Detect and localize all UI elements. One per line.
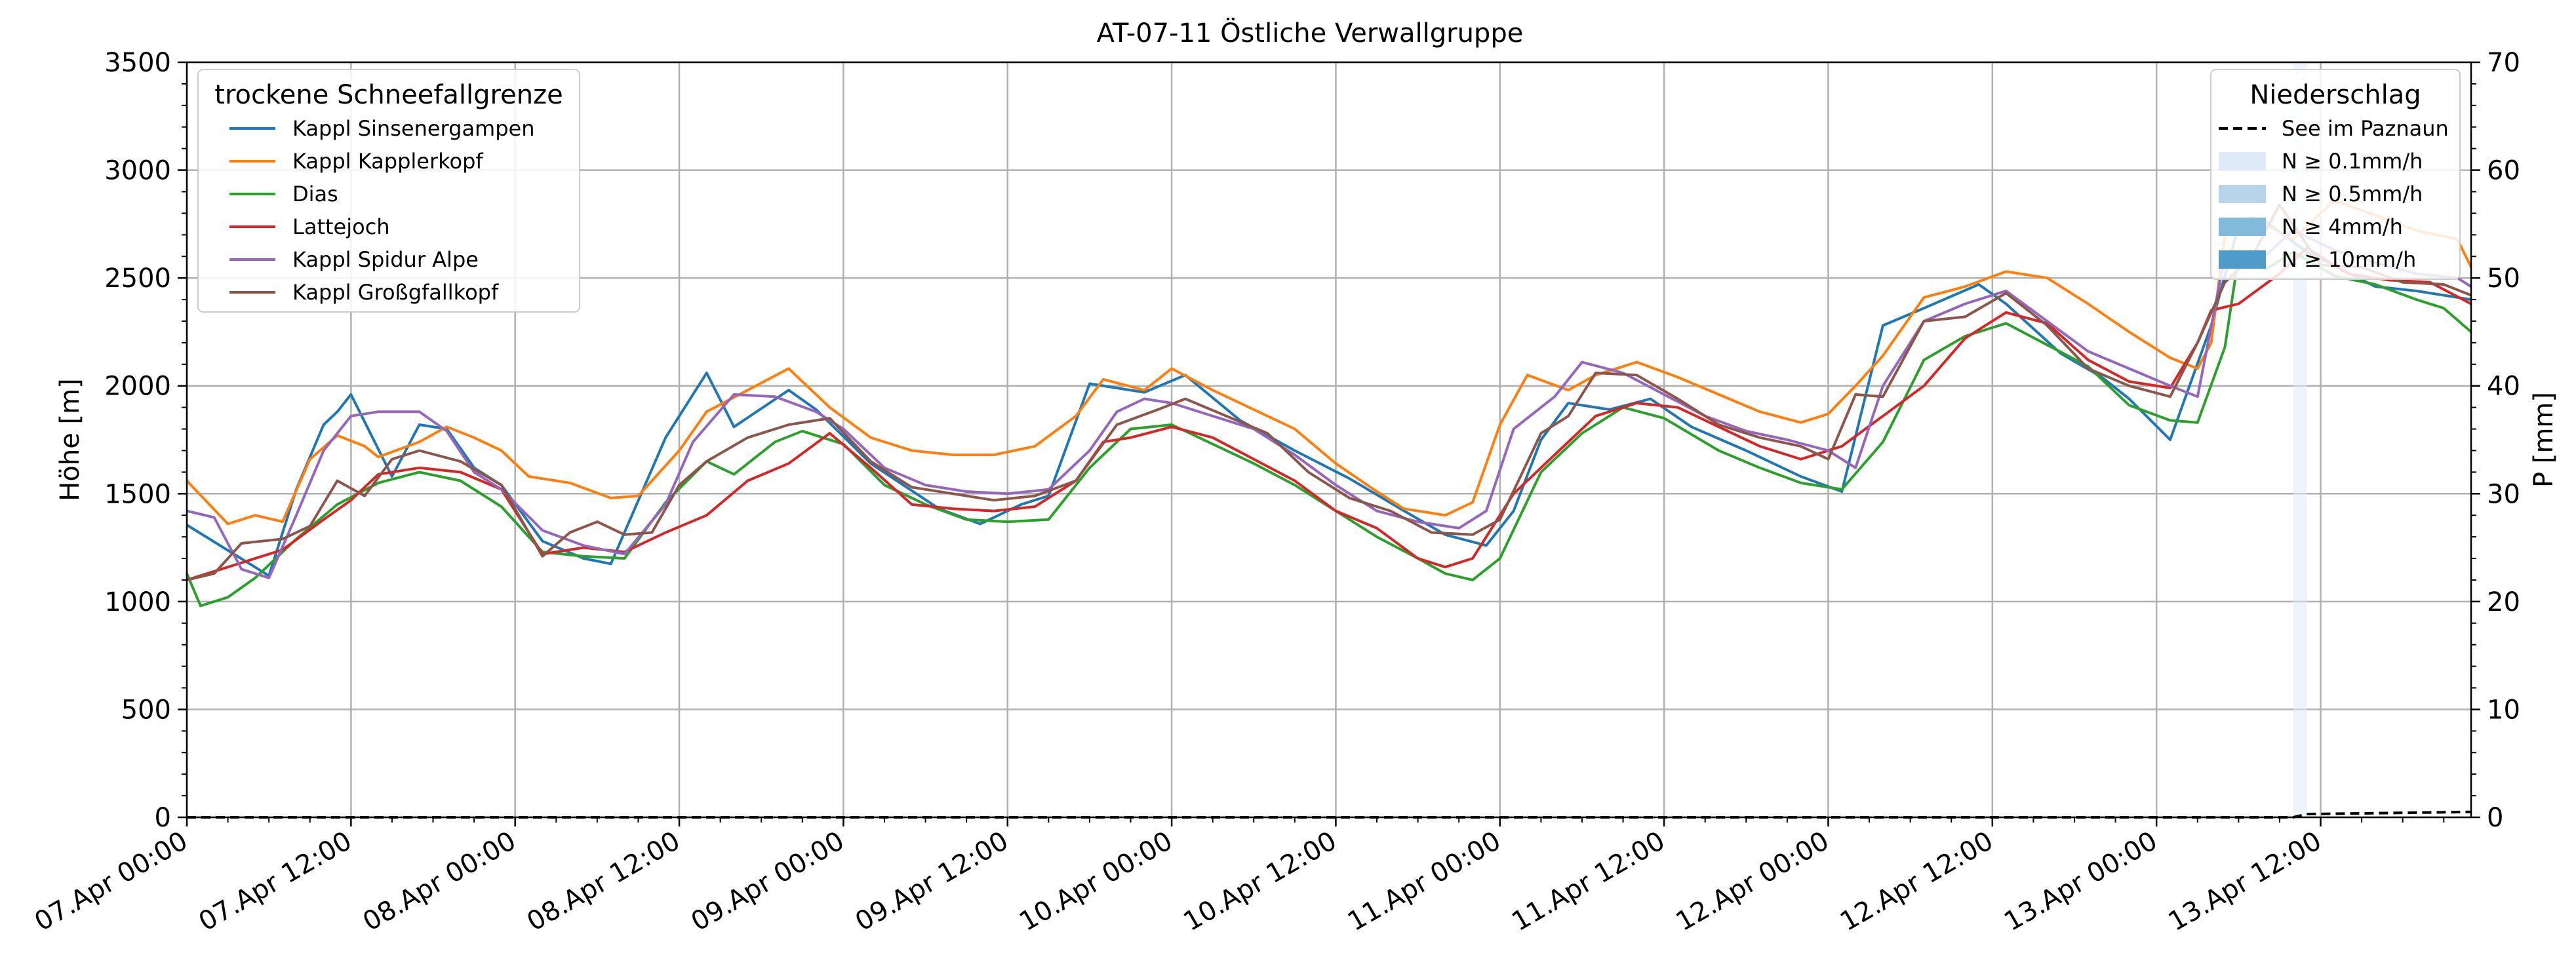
y-left-tick-label: 0 <box>155 803 171 833</box>
y-left-tick-label: 2000 <box>104 372 171 402</box>
legend-label: N ≥ 0.1mm/h <box>2282 149 2423 174</box>
legend-label: Kappl Spidur Alpe <box>292 247 479 272</box>
legend-label: Kappl Sinsenergampen <box>292 116 535 141</box>
y-axis-left-ticks: 0 500 1000 1500 2000 2500 3000 3500 <box>104 48 187 833</box>
y-left-tick-label: 2500 <box>104 263 171 294</box>
y-right-tick-label: 70 <box>2487 48 2520 78</box>
y-right-tick-label: 10 <box>2487 695 2520 725</box>
legend-left-entries: Kappl Sinsenergampen Kappl Kapplerkopf Dia… <box>229 116 535 305</box>
legend-right-frame <box>2210 69 2461 280</box>
chart-title: AT-07-11 Östliche Verwallgruppe <box>1097 17 1524 48</box>
y-right-tick-label: 30 <box>2487 479 2520 509</box>
y-right-tick-label: 0 <box>2487 803 2503 833</box>
y-right-tick-label: 50 <box>2487 263 2520 294</box>
legend-label: Kappl Großgfallkopf <box>292 280 499 305</box>
y-left-tick-label: 3500 <box>104 48 171 78</box>
series-line-kappl-spidur-alpe <box>186 229 2472 579</box>
y-left-tick-label: 500 <box>121 695 171 725</box>
legend-left-title: trockene Schneefallgrenze <box>214 80 563 110</box>
series-line-kappl-gro-gfallkopf <box>186 203 2472 581</box>
series-layer <box>186 199 2472 608</box>
legend-label: Dias <box>292 182 338 206</box>
legend-left: trockene Schneefallgrenze Kappl Sinsener… <box>197 69 580 313</box>
legend-swatch-precipitation-band <box>2219 152 2266 170</box>
y-right-tick-label: 60 <box>2487 156 2520 186</box>
legend-left-frame <box>197 69 580 313</box>
y-right-tick-label: 40 <box>2487 372 2520 402</box>
legend-label: Kappl Kapplerkopf <box>292 149 483 174</box>
legend-label: N ≥ 10mm/h <box>2282 247 2416 272</box>
legend-label: N ≥ 0.5mm/h <box>2282 182 2423 206</box>
legend-label: Lattejoch <box>292 214 390 239</box>
legend-label: See im Paznaun <box>2282 116 2449 141</box>
y-left-tick-label: 3000 <box>104 156 171 186</box>
legend-right-title: Niederschlag <box>2249 80 2421 110</box>
legend-right: Niederschlag See im Paznaun N ≥ 0.1mm/h N … <box>2210 69 2461 280</box>
y-right-tick-label: 20 <box>2487 587 2520 617</box>
legend-swatch-precipitation-band <box>2219 185 2266 203</box>
legend-swatch-precipitation-band <box>2219 250 2266 269</box>
y-axis-left-label: Höhe [m] <box>55 378 85 501</box>
y-axis-right-ticks: 0 10 20 30 40 50 60 70 <box>2471 48 2520 833</box>
y-left-tick-label: 1000 <box>104 587 171 617</box>
y-axis-right-label: P [mm] <box>2529 392 2559 488</box>
series-line-kappl-kapplerkopf <box>186 199 2472 526</box>
plot-frame <box>186 61 2472 819</box>
minor-ticks <box>182 83 2476 823</box>
legend-right-entries: See im Paznaun N ≥ 0.1mm/h N ≥ 0.5mm/h N ≥ … <box>2219 116 2449 272</box>
legend-label: N ≥ 4mm/h <box>2282 214 2403 239</box>
y-left-tick-label: 1500 <box>104 479 171 509</box>
legend-swatch-precipitation-band <box>2219 218 2266 236</box>
